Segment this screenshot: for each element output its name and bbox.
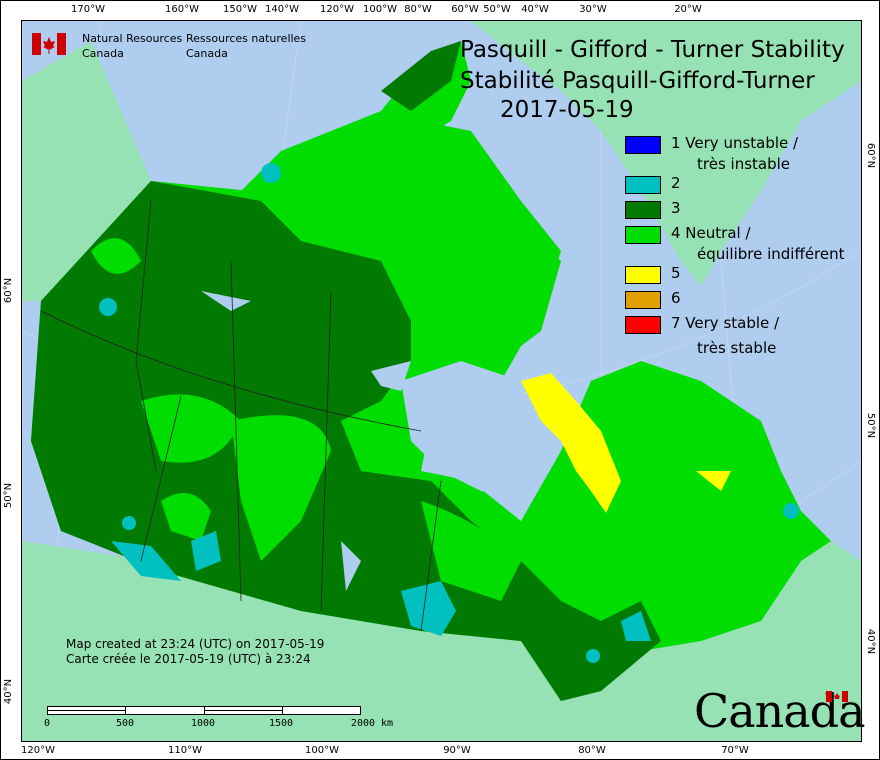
lon-label: 40°W [521,4,549,15]
lon-label: 60°W [451,4,479,15]
legend-label: 4 Neutral / [671,224,751,242]
lon-label: 150°W [223,4,257,15]
agency-en-line1: Natural Resources [82,32,183,45]
lon-label: 120°W [21,745,55,756]
alaska [22,41,151,301]
scale-label: 1500 [268,718,294,729]
wordmark-flag-icon [826,691,848,702]
lon-label: 120°W [320,4,354,15]
map-graphic [22,21,861,741]
stability-map [21,20,862,742]
agency-en-line2: Canada [82,47,124,60]
legend-label: 7 Very stable / [671,314,780,332]
scale-label: 500 [115,718,135,729]
legend-swatch [625,226,661,244]
canada-flag-icon [32,33,66,55]
agency-fr-line2: Canada [186,47,228,60]
legend-swatch [625,176,661,194]
legend-sublabel: très instable [697,155,791,173]
lat-label: 60°N [3,277,15,304]
lon-label: 30°W [579,4,607,15]
scale-label: 1000 [190,718,216,729]
lon-label: 100°W [305,745,339,756]
legend-label: 3 [671,199,681,217]
legend-item: 3 [625,199,681,219]
agency-fr-line1: Ressources naturelles [186,32,307,45]
lon-label: 70°W [721,745,749,756]
scale-label: 0 [43,718,51,729]
lon-label: 20°W [674,4,702,15]
legend-swatch [625,291,661,309]
hudson-bay [401,361,531,501]
province-borders [40,200,442,632]
legend-swatch [625,266,661,284]
canada-wordmark: Canada [694,684,866,738]
legend-label: 6 [671,289,681,307]
stamp-fr: Carte créée le 2017-05-19 (UTC) à 23:24 [66,652,311,666]
lat-label: 60°N [865,142,877,169]
scale-bar [47,706,361,715]
creation-stamp: Map created at 23:24 (UTC) on 2017-05-19… [66,637,324,667]
legend-swatch [625,316,661,334]
lat-label: 50°N [3,482,15,509]
lon-label: 80°W [404,4,432,15]
legend-swatch [625,201,661,219]
lat-label: 40°N [865,628,877,655]
lat-label: 50°N [865,412,877,439]
title-fr: Stabilité Pasquill-Gifford-Turner [460,68,815,94]
legend-item: 4 Neutral / [625,224,751,244]
legend-item: 5 [625,264,681,284]
lon-label: 140°W [265,4,299,15]
legend-label: 5 [671,264,681,282]
legend-label: 2 [671,174,681,192]
legend-sublabel: très stable [697,339,777,357]
legend-item: 2 [625,174,681,194]
lon-label: 170°W [71,4,105,15]
lon-label: 110°W [168,745,202,756]
nrcan-fr: Ressources naturelles Canada [186,31,306,61]
lon-label: 50°W [483,4,511,15]
lon-label: 80°W [578,745,606,756]
legend-sublabel: équilibre indifférent [697,245,845,263]
lat-label: 40°N [3,678,15,705]
title-en: Pasquill - Gifford - Turner Stability [460,37,845,63]
legend-swatch [625,136,661,154]
lon-label: 100°W [363,4,397,15]
scale-label: 2000 km [350,718,394,729]
stamp-en: Map created at 23:24 (UTC) on 2017-05-19 [66,637,325,651]
legend-label: 1 Very unstable / [671,134,799,152]
lon-label: 160°W [165,4,199,15]
lon-label: 90°W [443,745,471,756]
legend-item: 7 Very stable / [625,314,779,334]
class-2 [99,163,799,663]
map-date: 2017-05-19 [500,97,634,123]
legend-item: 1 Very unstable / [625,134,798,154]
legend-item: 6 [625,289,681,309]
greenland [471,21,861,286]
nrcan-en: Natural Resources Canada [82,31,182,61]
class-5 [521,373,731,513]
